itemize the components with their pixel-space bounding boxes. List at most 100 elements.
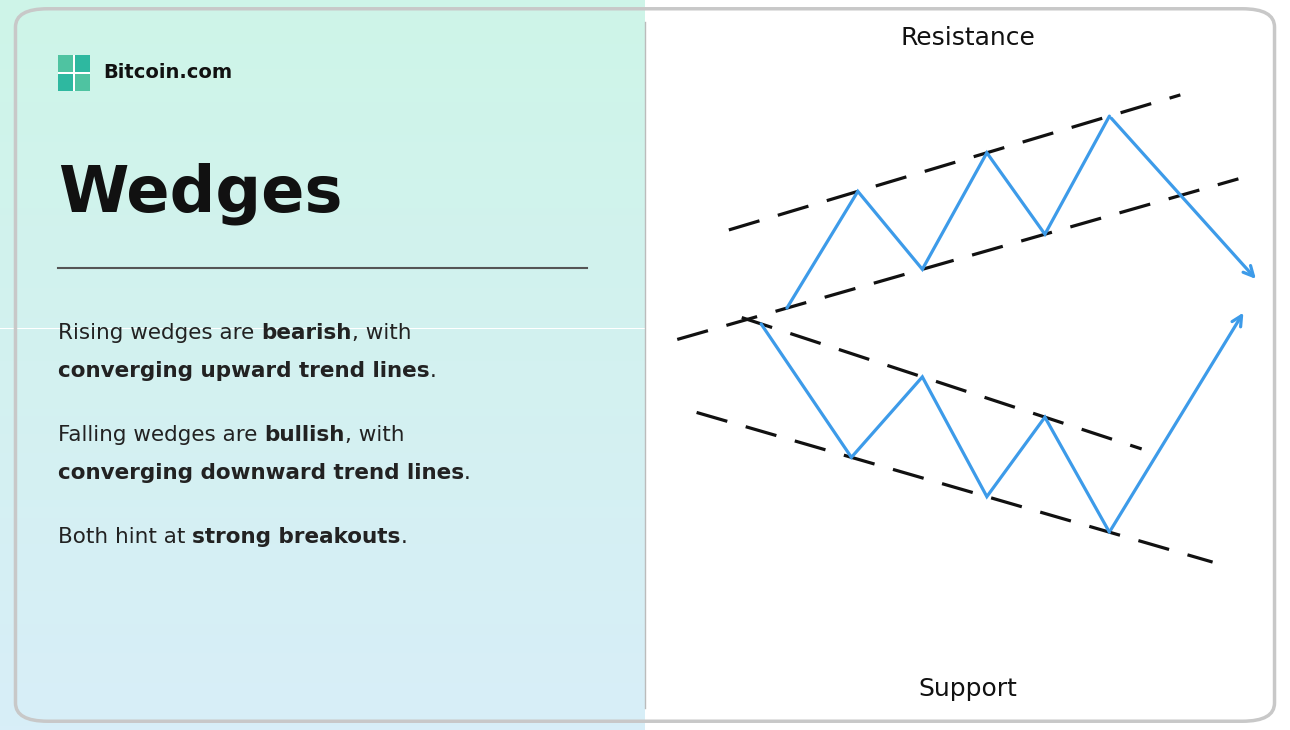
Bar [0, 712, 645, 715]
Bar [0, 277, 645, 281]
Bar [0, 44, 645, 47]
Bar [0, 595, 645, 599]
Bar [0, 580, 645, 584]
Bar [0, 526, 645, 529]
Bar [0, 55, 645, 58]
Bar [0, 51, 645, 55]
Bar [0, 336, 645, 339]
Bar [0, 237, 645, 241]
Bar [0, 259, 645, 263]
Bar [0, 325, 645, 328]
Bar [0, 533, 645, 537]
Bar [0, 15, 645, 18]
Text: .: . [401, 527, 408, 547]
Bar [0, 150, 645, 153]
Bar [0, 453, 645, 456]
Bar [0, 635, 645, 639]
Bar [0, 555, 645, 558]
Bar [0, 95, 645, 99]
Bar [0, 653, 645, 657]
Bar [0, 161, 645, 164]
Bar [0, 515, 645, 518]
Bar [0, 172, 645, 175]
Bar [0, 135, 645, 139]
Bar [0, 113, 645, 117]
Bar [0, 639, 645, 642]
Bar [0, 548, 645, 551]
Text: converging upward trend lines: converging upward trend lines [58, 361, 430, 380]
Bar [0, 544, 645, 548]
Bar [0, 47, 645, 51]
Bar [0, 117, 645, 120]
Bar [0, 478, 645, 482]
Bar [0, 241, 645, 245]
Bar [0, 496, 645, 500]
Bar [0, 11, 645, 15]
Bar [0, 566, 645, 569]
Bar [0, 672, 645, 675]
Bar [0, 219, 645, 223]
Bar [0, 391, 645, 394]
Bar [0, 153, 645, 157]
Bar [0, 507, 645, 511]
Bar [0, 471, 645, 474]
Bar [0, 624, 645, 628]
Bar [0, 73, 645, 77]
Bar [0, 664, 645, 668]
Bar [0, 226, 645, 230]
Bar [0, 285, 645, 288]
Bar [0, 193, 645, 197]
Bar [0, 522, 645, 526]
Bar [0, 726, 645, 730]
Bar [0, 602, 645, 606]
Text: Rising wedges are: Rising wedges are [58, 323, 261, 342]
Bar [0, 511, 645, 515]
Bar [0, 617, 645, 620]
Bar [0, 314, 645, 318]
Bar [0, 215, 645, 219]
Bar [0, 631, 645, 635]
Text: Falling wedges are: Falling wedges are [58, 425, 264, 445]
Bar [0, 402, 645, 405]
Bar [0, 723, 645, 726]
Bar [0, 197, 645, 201]
Bar [0, 708, 645, 712]
Bar [0, 29, 645, 33]
Bar [0, 142, 645, 146]
Bar [0, 412, 645, 416]
Bar [0, 204, 645, 208]
Bar [0, 387, 645, 391]
Bar [0, 445, 645, 449]
Bar [0, 456, 645, 460]
Bar [0, 577, 645, 580]
Bar [0, 485, 645, 489]
Bar [0, 588, 645, 591]
Bar [0, 591, 645, 595]
Bar [58, 55, 74, 73]
Bar [0, 715, 645, 719]
Bar [0, 270, 645, 274]
Bar [0, 369, 645, 372]
Bar [0, 489, 645, 493]
Bar [0, 464, 645, 467]
Text: bullish: bullish [264, 425, 344, 445]
Bar [0, 332, 645, 336]
Bar [0, 255, 645, 259]
Bar [0, 697, 645, 701]
Bar [0, 416, 645, 420]
Bar [0, 431, 645, 434]
Bar [0, 274, 645, 277]
Bar [0, 139, 645, 142]
Bar [0, 106, 645, 110]
Bar [0, 683, 645, 686]
Bar [0, 599, 645, 602]
Bar [0, 642, 645, 646]
Bar [0, 328, 645, 332]
Bar [0, 91, 645, 95]
Bar [0, 212, 645, 215]
Bar [0, 679, 645, 683]
Bar [0, 266, 645, 270]
Bar [0, 376, 645, 380]
Bar [0, 252, 645, 256]
Bar [0, 409, 645, 412]
